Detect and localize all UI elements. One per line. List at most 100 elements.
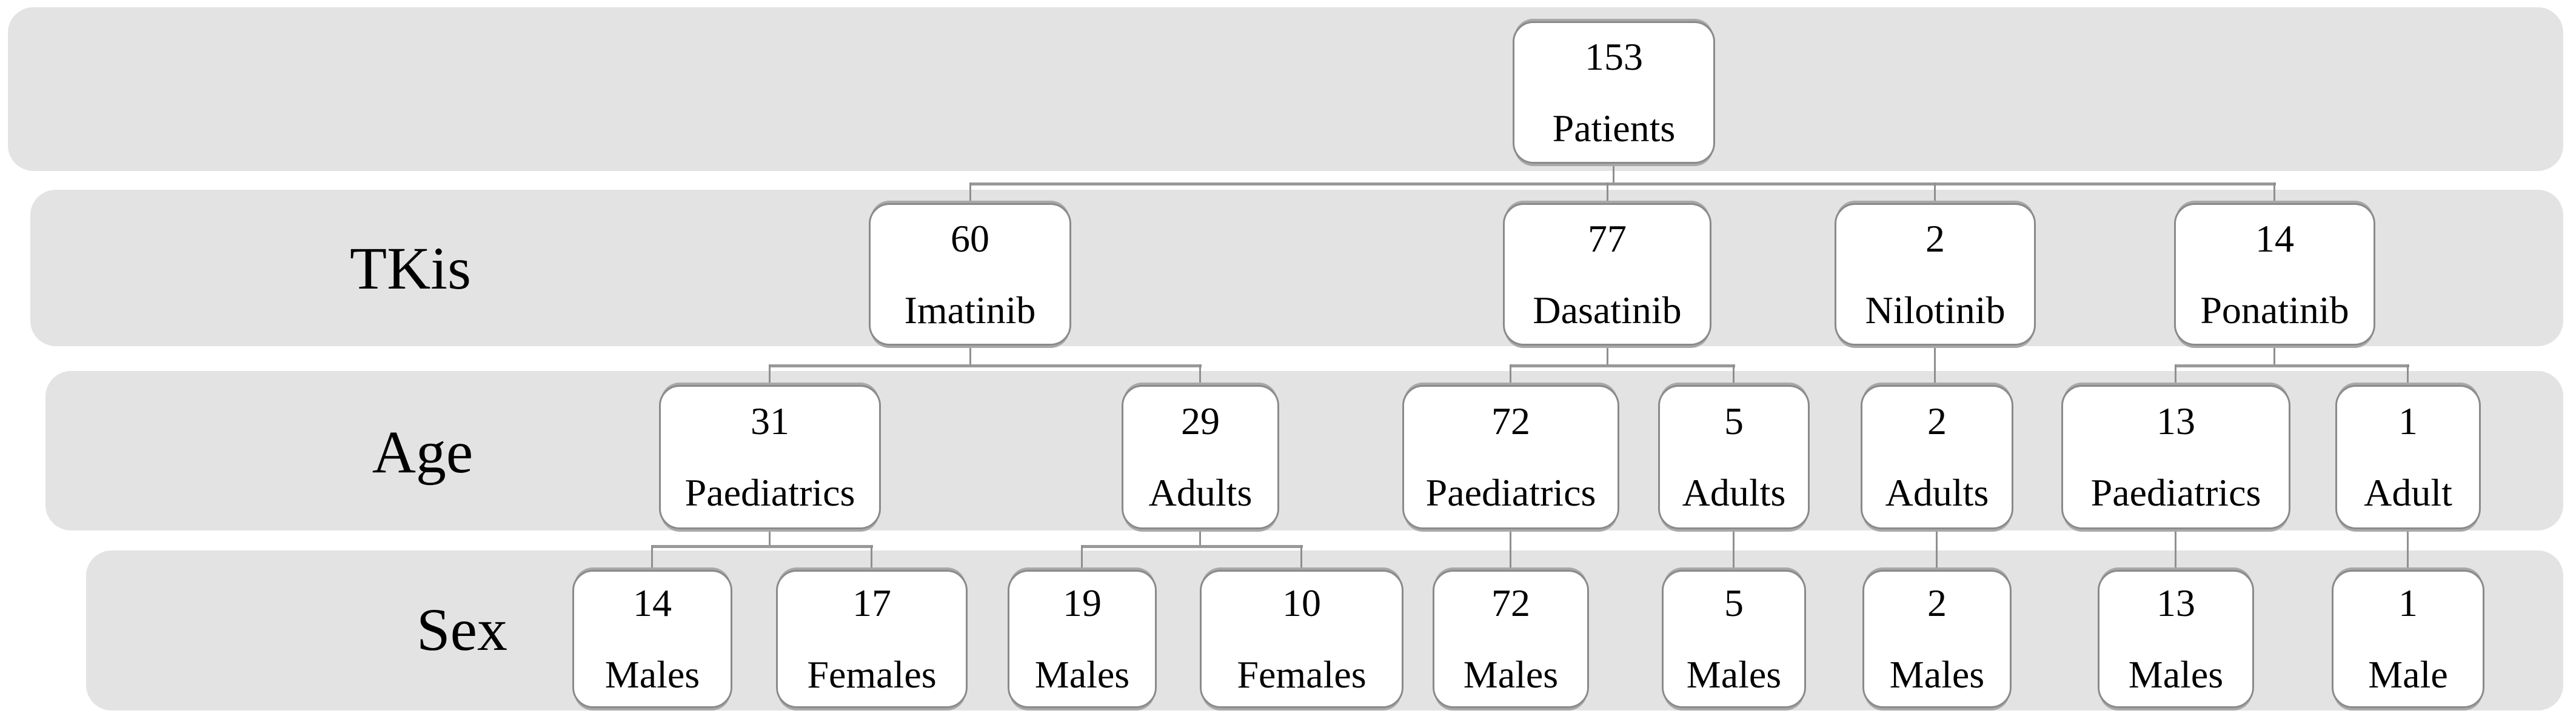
band-tkis-row [30, 190, 2563, 346]
connector-72paed-drop [1510, 528, 1511, 570]
node-count: 5 [1724, 400, 1744, 443]
node-count: 19 [1063, 581, 1102, 624]
connector-29adults-bus [1082, 545, 1303, 548]
node-label: Adults [1682, 471, 1786, 514]
node-count: 14 [633, 581, 672, 624]
node-label: Adults [1148, 471, 1253, 514]
node-label: Male [2368, 653, 2448, 696]
node-count: 72 [1491, 581, 1530, 624]
connector-nilotinib-drop [1934, 344, 1936, 387]
node-count: 2 [1925, 216, 1945, 260]
node-label: Paediatrics [684, 471, 855, 514]
node-imatinib-adults: 29 Adults [1122, 385, 1279, 529]
node-label: Paediatrics [1425, 471, 1596, 514]
row-label-age: Age [372, 418, 473, 486]
connector-stub-imatinib [969, 182, 971, 206]
node-label: Males [1889, 653, 1985, 696]
connector-ponatinib-bus [2176, 364, 2409, 367]
row-label-tkis: TKis [350, 235, 471, 302]
connector-stub-13paed [2175, 364, 2176, 387]
node-count: 10 [1282, 581, 1321, 624]
node-ponatinib-adult: 1 Adult [2335, 385, 2481, 529]
node-label: Imatinib [904, 288, 1036, 332]
connector-13paed-drop [2175, 528, 2176, 570]
connector-root-drop [1613, 162, 1614, 186]
connector-29adults-drop [1199, 528, 1201, 548]
node-count: 17 [852, 581, 891, 624]
node-label: Males [1686, 653, 1782, 696]
node-count: 5 [1724, 581, 1744, 624]
node-count: 13 [2156, 400, 2195, 443]
connector-dasatinib-drop [1607, 344, 1608, 367]
node-5adults-males: 5 Males [1662, 570, 1806, 708]
connector-stub-14males [651, 545, 653, 570]
node-nilotinib: 2 Nilotinib [1835, 203, 2036, 346]
connector-31paed-drop [769, 528, 771, 548]
node-label: Males [604, 653, 700, 696]
node-label: Adults [1885, 471, 1989, 514]
connector-stub-ponatinib [2273, 182, 2275, 206]
node-label: Patients [1552, 106, 1676, 150]
connector-stub-dasatinib [1607, 182, 1608, 206]
node-count: 153 [1585, 35, 1643, 78]
connector-31paed-bus [652, 545, 873, 548]
connector-stub-17females [871, 545, 872, 570]
node-count: 13 [2156, 581, 2195, 624]
node-imatinib: 60 Imatinib [869, 203, 1071, 346]
node-count: 29 [1181, 400, 1220, 443]
node-label: Males [1034, 653, 1130, 696]
connector-2adults-drop [1936, 528, 1938, 570]
node-count: 77 [1588, 216, 1627, 260]
node-1adult-male: 1 Male [2332, 570, 2484, 708]
node-label: Paediatrics [2090, 471, 2261, 514]
band-patients-row [8, 7, 2563, 171]
node-count: 2 [1927, 400, 1947, 443]
node-ponatinib: 14 Ponatinib [2174, 203, 2375, 346]
node-dasatinib-adults: 5 Adults [1658, 385, 1810, 529]
node-patients-total: 153 Patients [1513, 21, 1715, 164]
connector-stub-72paed [1510, 364, 1511, 387]
node-count: 2 [1927, 581, 1947, 624]
node-13paed-males: 13 Males [2098, 570, 2254, 708]
node-ponatinib-paediatrics: 13 Paediatrics [2061, 385, 2290, 529]
connector-stub-10females [1300, 545, 1302, 570]
node-count: 1 [2398, 400, 2418, 443]
node-count: 60 [951, 216, 989, 260]
node-count: 1 [2398, 581, 2418, 624]
node-72paed-males: 72 Males [1433, 570, 1589, 708]
connector-5adults-drop [1733, 528, 1735, 570]
row-label-sex: Sex [417, 596, 507, 663]
node-dasatinib: 77 Dasatinib [1503, 203, 1711, 346]
node-31paed-females: 17 Females [776, 570, 968, 708]
node-29adults-females: 10 Females [1200, 570, 1403, 708]
node-dasatinib-paediatrics: 72 Paediatrics [1402, 385, 1619, 529]
connector-1adult-drop [2407, 528, 2409, 570]
connector-stub-29adults [1199, 364, 1201, 387]
connector-stub-31paed [769, 364, 771, 387]
connector-stub-nilotinib [1934, 182, 1936, 206]
connector-stub-19males [1081, 545, 1083, 570]
node-label: Males [2128, 653, 2224, 696]
node-label: Females [1237, 653, 1367, 696]
connector-tki-bus [970, 182, 2276, 186]
node-label: Nilotinib [1865, 288, 2006, 332]
node-label: Males [1463, 653, 1559, 696]
node-31paed-males: 14 Males [572, 570, 732, 708]
node-29adults-males: 19 Males [1008, 570, 1157, 708]
node-imatinib-paediatrics: 31 Paediatrics [659, 385, 881, 529]
node-count: 72 [1491, 400, 1530, 443]
node-label: Ponatinib [2200, 288, 2349, 332]
connector-stub-5adults [1733, 364, 1735, 387]
node-count: 14 [2255, 216, 2294, 260]
node-label: Dasatinib [1533, 288, 1682, 332]
connector-ponatinib-drop [2273, 344, 2275, 367]
node-2adults-males: 2 Males [1862, 570, 2012, 708]
node-nilotinib-adults: 2 Adults [1861, 385, 2013, 529]
connector-dasatinib-bus [1510, 364, 1735, 367]
node-count: 31 [751, 400, 789, 443]
connector-imatinib-bus [770, 364, 1202, 367]
node-label: Adult [2364, 471, 2452, 514]
connector-imatinib-drop [969, 344, 971, 367]
connector-stub-1adult [2407, 364, 2409, 387]
